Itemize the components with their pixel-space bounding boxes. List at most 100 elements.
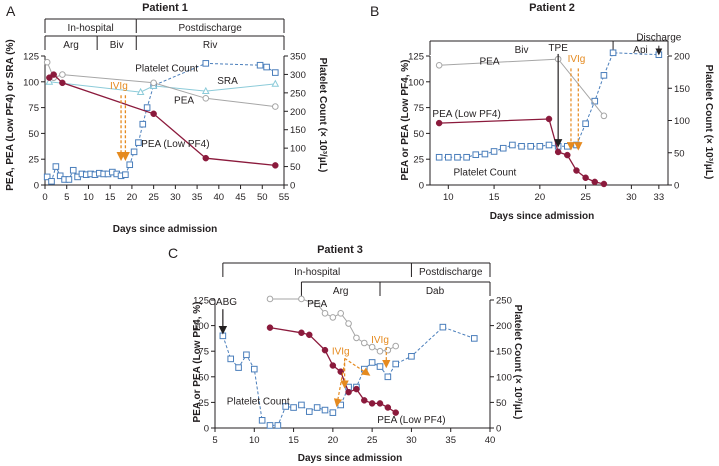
- panel-c-series-label: PEA (Low PF4): [377, 415, 445, 426]
- panel-c-platelet-count-point: [243, 351, 250, 359]
- panel-b-letter: B: [370, 3, 379, 19]
- panel-c-left-tick-label: 75: [198, 347, 209, 358]
- panel-a-annotations: Platelet Count SRA PEA PEA (Low PF4) IVIg: [110, 63, 238, 162]
- panel-b-left-tick-label: 25: [413, 155, 424, 166]
- panel-c-pea-point: [329, 314, 337, 321]
- panel-c-title: Patient 3: [317, 244, 363, 256]
- panel-b-platelet-count-point: [609, 49, 617, 57]
- panel-a-right-tick-label: 350: [290, 52, 306, 63]
- panel-a-left-tick-label: 125: [23, 52, 39, 63]
- panel-a-right-tick-label: 150: [290, 125, 306, 136]
- panel-b-x-tick-label: 33: [654, 192, 665, 203]
- panel-c-pea-point: [360, 339, 368, 347]
- panel-b-platelet-count-point: [463, 153, 470, 161]
- panel-a-platelet-count-point: [135, 139, 142, 146]
- panel-a-phase-label: Riv: [203, 40, 217, 51]
- panel-c: C Patient 3 In-hospital Postdischarge Arg D…: [168, 244, 523, 464]
- panel-b-platelet-count-point: [564, 143, 571, 150]
- panel-b-phase-label: Biv: [515, 45, 529, 56]
- panel-a: A Patient 1 In-hospital Postdischarge Arg B…: [5, 2, 328, 235]
- panel-b-pea-low-pf4-point: [435, 119, 443, 127]
- panel-a-platelet-count-point: [43, 173, 51, 181]
- panel-c-ivig-label: IVIg: [332, 346, 350, 357]
- panel-c-pea-point: [321, 310, 329, 317]
- panel-c-right-axis-label: Platelet Count (× 10³/μL): [512, 305, 523, 420]
- panel-a-x-tick-label: 50: [257, 192, 268, 203]
- panel-a-x-tick-label: 15: [105, 192, 116, 203]
- panel-a-x-tick-label: 30: [170, 192, 181, 203]
- panel-a-platelet-count-point: [130, 148, 138, 156]
- panel-c-phase-label: In-hospital: [294, 267, 340, 278]
- panel-b-platelet-count-point: [600, 72, 608, 79]
- panel-c-right-tick-label: 50: [496, 398, 507, 409]
- panel-b-pea-low-pf4-point: [545, 115, 553, 123]
- panel-c-left-axis-label: PEA or PEA (Low PF4, %): [192, 302, 203, 423]
- panel-b-ivig-label: IVIg: [568, 54, 586, 65]
- panel-a-pea-point: [59, 71, 66, 78]
- panel-b-left-tick-label: 125: [408, 52, 424, 63]
- panel-b-x-axis-label: Days since admission: [490, 211, 595, 222]
- panel-a-pea-low-pf4-point: [59, 79, 66, 87]
- panel-a-series-label: Platelet Count: [135, 63, 198, 74]
- panel-c-x-tick-label: 35: [445, 435, 456, 446]
- panel-c-right-tick-label: 250: [496, 296, 512, 307]
- panel-a-pea-low-pf4-point: [50, 71, 57, 78]
- panel-a-x-tick-label: 40: [214, 192, 225, 203]
- panel-a-x-tick-label: 0: [42, 192, 47, 203]
- panel-c-platelet-count-point: [290, 404, 297, 411]
- panel-a-platelet-count-point: [256, 61, 264, 69]
- panel-b-series-label: PEA (Low PF4): [432, 109, 500, 120]
- panel-a-title: Patient 1: [142, 2, 188, 14]
- panel-b-platelet-count-point: [518, 143, 525, 150]
- panel-b-right-tick-label: 100: [674, 116, 690, 127]
- panel-c-platelet-count-point: [384, 373, 392, 381]
- panel-b-x-tick-label: 15: [489, 192, 500, 203]
- panel-b-platelet-count-point: [481, 150, 489, 158]
- panel-c-right-tick-label: 100: [496, 372, 512, 383]
- panel-a-right-tick-label: 250: [290, 88, 306, 99]
- panel-b-platelet-count-point: [591, 97, 599, 105]
- panel-b-right-tick-label: 200: [674, 52, 690, 63]
- panel-c-series-label: PEA: [307, 299, 327, 310]
- panel-a-platelet-count-point: [272, 69, 279, 76]
- panel-a-platelet-count-point: [263, 63, 270, 71]
- panel-c-pea-low-pf4-point: [376, 400, 384, 407]
- panel-c-x-tick-label: 20: [328, 435, 339, 446]
- panel-c-series: [219, 295, 478, 429]
- panel-c-platelet-count-point: [266, 422, 274, 429]
- panel-b-series-label: Discharge: [636, 33, 681, 44]
- panel-b-platelet-count-point: [490, 148, 498, 155]
- panel-b-left-tick-label: 0: [419, 181, 424, 192]
- panel-c-pea-low-pf4-point: [266, 324, 274, 331]
- panel-c-pea-low-pf4-point: [329, 362, 337, 369]
- panel-b-platelet-count-point: [472, 151, 480, 158]
- panel-b-pea-point: [435, 61, 443, 69]
- panel-a-treatment-timeline: In-hospital Postdischarge Arg Biv Riv: [44, 18, 285, 51]
- panel-a-pea-point: [202, 95, 210, 102]
- panel-a-series-label: PEA (Low PF4): [141, 139, 209, 150]
- panel-a-x-tick-label: 20: [127, 192, 138, 203]
- panel-a-platelet-count-point: [52, 163, 60, 170]
- panel-a-platelet-count-point: [69, 166, 77, 174]
- panel-c-pea-point: [368, 343, 376, 351]
- panel-c-phase-label: Dab: [426, 286, 445, 297]
- panel-b-phase-label: Api: [633, 45, 647, 56]
- panel-a-platelet-count-point: [56, 172, 64, 180]
- panel-a-platelet-count-point: [143, 104, 151, 111]
- panel-b-pea-low-pf4-point: [564, 151, 571, 159]
- panel-c-platelet-count-point: [337, 401, 345, 409]
- panel-c-x-tick-label: 10: [249, 435, 260, 446]
- panel-b-pea-low-pf4-point: [600, 180, 608, 188]
- panel-a-pea-point: [43, 58, 51, 66]
- panel-c-series-label: Platelet Count: [227, 396, 290, 407]
- panel-c-platelet-count-point: [439, 323, 447, 331]
- panel-c-platelet-count-point: [376, 363, 384, 370]
- panel-c-x-tick-label: 40: [485, 435, 496, 446]
- panel-b-title: Patient 2: [529, 2, 575, 14]
- panel-c-platelet-count-point: [274, 422, 282, 429]
- panel-c-x-tick-label: 30: [406, 435, 417, 446]
- panel-a-left-axis-label: PEA, PEA (Low PF4) or SRA (%): [5, 39, 16, 191]
- panel-a-platelet-count-point: [202, 60, 210, 67]
- panel-c-platelet-count-point: [408, 353, 415, 360]
- panel-c-platelet-count-point: [321, 406, 329, 414]
